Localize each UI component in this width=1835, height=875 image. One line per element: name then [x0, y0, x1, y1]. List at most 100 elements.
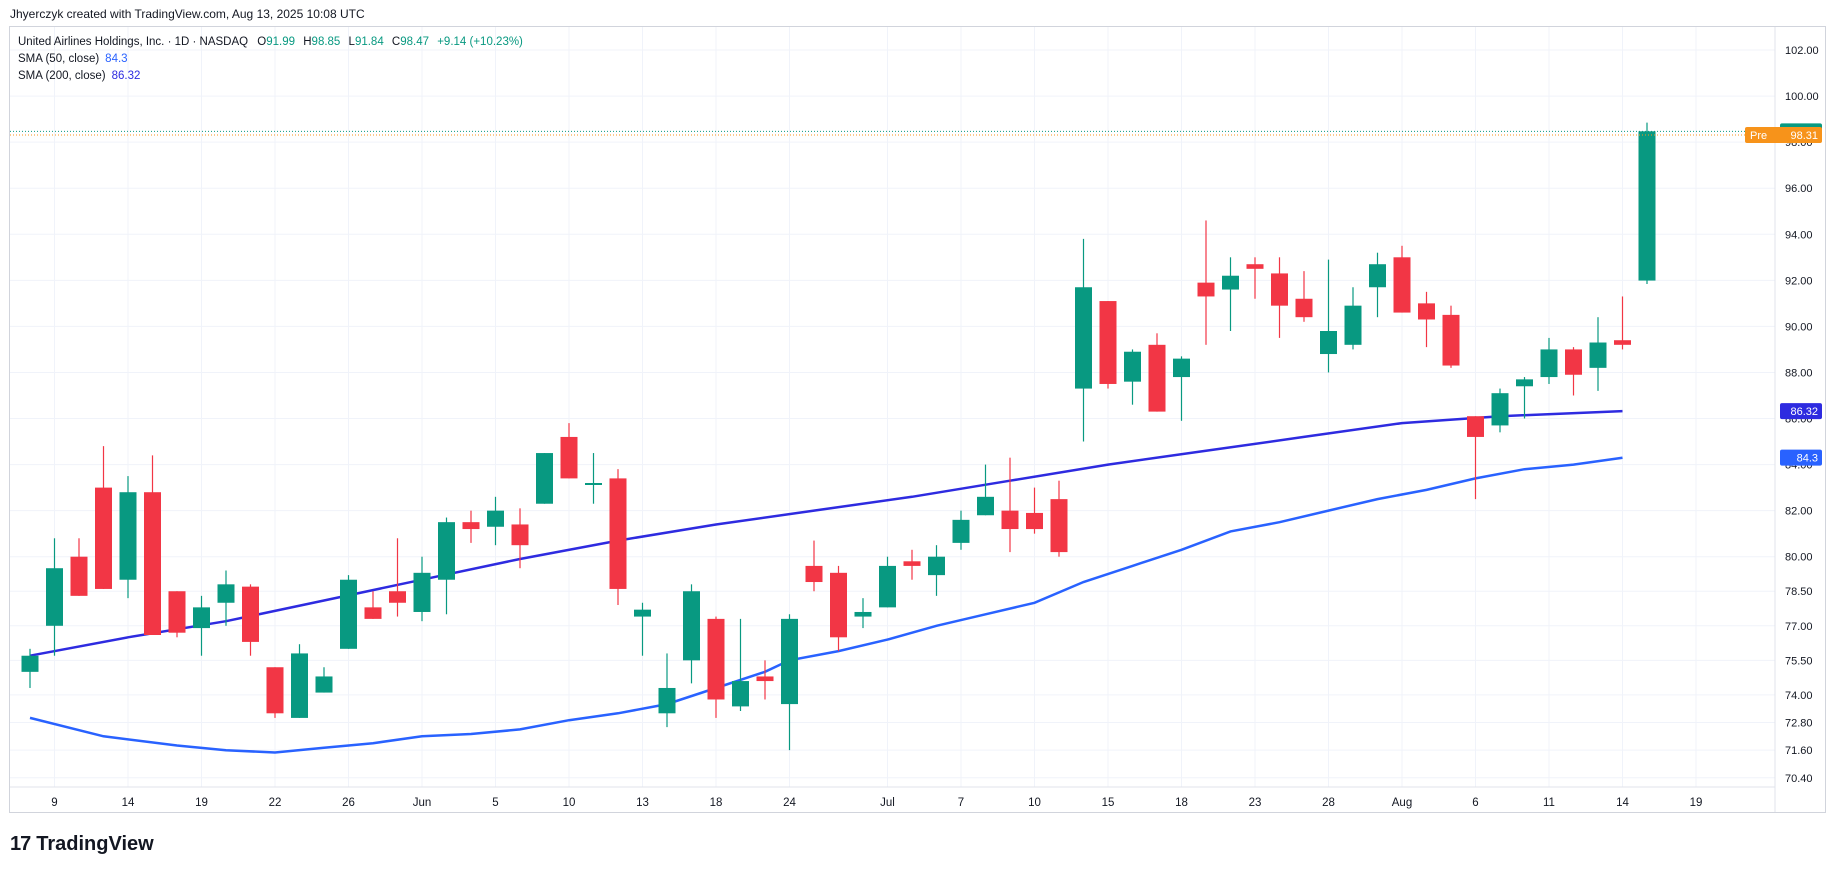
sma50-tag: 84.3	[1797, 453, 1818, 465]
x-tick-label: 5	[492, 797, 498, 809]
candle-body	[1393, 257, 1411, 313]
sma50-label: SMA (50, close)	[18, 53, 100, 65]
candle-body	[168, 591, 186, 633]
pre-market-label: Pre	[1750, 130, 1767, 142]
candle-body	[95, 487, 112, 589]
x-tick-label: 14	[1616, 797, 1629, 809]
y-tick-label: 92.00	[1785, 275, 1813, 287]
candle-body	[854, 611, 872, 617]
y-tick-label: 96.00	[1785, 183, 1813, 195]
candle-body	[683, 591, 700, 661]
candle-body	[266, 667, 284, 714]
candle-body	[1467, 416, 1484, 437]
candle-body	[1540, 349, 1558, 378]
y-tick-label: 102.00	[1785, 45, 1819, 57]
price-chart[interactable]: 102.00100.0098.0096.0094.0092.0090.0088.…	[0, 0, 1835, 830]
x-axis: 9 14 19 22 26 Jun 5 10 13 18 24 Jul 7 10 15 18 23 28 Aug 6 1…	[10, 786, 1775, 809]
candle-body	[1099, 301, 1117, 384]
pre-tag-bg	[1745, 127, 1822, 144]
high-label: H	[303, 36, 312, 48]
low-value: 91.84	[354, 36, 384, 48]
x-tick-label: 18	[1175, 797, 1188, 809]
open-label: O	[257, 36, 267, 48]
pre-market-value: 98.31	[1790, 130, 1818, 142]
candle-body	[658, 687, 676, 714]
x-tick-label: 23	[1249, 797, 1262, 809]
candle-body	[462, 522, 480, 530]
candle-body	[1271, 273, 1288, 306]
candle-body	[511, 524, 529, 546]
x-tick-label: 22	[269, 797, 282, 809]
candle-body	[315, 676, 333, 693]
candle-body	[389, 591, 406, 603]
x-tick-label: 19	[1690, 797, 1703, 809]
low-label: L	[348, 36, 355, 48]
last-price-lines	[10, 130, 1775, 136]
legend-sma50-row[interactable]: SMA (50, close) 84.3	[18, 51, 523, 68]
legend-sma200-row[interactable]: SMA (200, close) 86.32	[18, 68, 523, 85]
y-tick-label: 82.00	[1785, 506, 1813, 518]
y-tick-label: 90.00	[1785, 321, 1813, 333]
sma200-tag: 86.32	[1790, 406, 1818, 418]
y-axis: 102.00100.0098.0096.0094.0092.0090.0088.…	[1774, 27, 1819, 812]
candle-body	[70, 556, 88, 596]
x-tick-label: Jun	[413, 797, 432, 809]
candle-body	[805, 565, 823, 583]
y-tick-label: 72.80	[1785, 718, 1813, 730]
candle-body	[340, 579, 357, 649]
candle-body	[879, 565, 896, 608]
high-value: 98.85	[311, 36, 341, 48]
chart-frame	[9, 26, 1826, 813]
y-tick-label: 74.00	[1785, 690, 1813, 702]
candle-body	[585, 483, 602, 485]
candle-body	[1222, 275, 1239, 290]
chart-credit: Jhyerczyk created with TradingView.com, …	[10, 7, 365, 21]
close-label: C	[391, 36, 401, 48]
x-tick-label: 7	[958, 797, 964, 809]
x-tick-label: 28	[1322, 797, 1335, 809]
candle-body	[413, 572, 431, 612]
candle-body	[1344, 305, 1362, 345]
candle-body	[1491, 393, 1509, 426]
candle-body	[903, 561, 921, 566]
sma50-value: 84.3	[105, 53, 128, 65]
x-tick-label: 10	[1028, 797, 1041, 809]
x-tick-label: 26	[342, 797, 355, 809]
candle-body	[609, 478, 627, 589]
x-tick-label: Aug	[1392, 797, 1412, 809]
tradingview-logo[interactable]: 17 TradingView	[10, 833, 154, 856]
candle-body	[21, 655, 39, 672]
candle-body	[1026, 512, 1043, 530]
candle-body	[1001, 510, 1019, 530]
y-tick-label: 75.50	[1785, 655, 1813, 667]
candle-body	[830, 572, 847, 638]
candle-body	[952, 519, 970, 543]
y-tick-label: 80.00	[1785, 552, 1813, 564]
y-tick-label: 71.60	[1785, 745, 1813, 757]
candle-body	[1148, 344, 1166, 412]
tradingview-logo-text: TradingView	[36, 833, 154, 855]
y-tick-label: 77.00	[1785, 621, 1813, 633]
x-tick-label: 19	[195, 797, 208, 809]
candle-body	[487, 510, 504, 527]
candle-body	[144, 492, 161, 635]
candle-body	[1638, 131, 1656, 281]
candle-body	[291, 653, 308, 718]
sma50-tag-bg	[1780, 449, 1822, 466]
x-tick-label: 18	[710, 797, 723, 809]
open-value: 91.99	[266, 36, 296, 48]
x-tick-label: 14	[122, 797, 135, 809]
sma200-line	[29, 409, 1623, 657]
y-tick-label: 78.50	[1785, 586, 1813, 598]
candle-body	[1418, 303, 1435, 320]
candle-body	[732, 681, 749, 707]
y-tick-label: 70.40	[1785, 773, 1813, 785]
x-tick-label: 13	[636, 797, 649, 809]
x-tick-label: Jul	[880, 797, 895, 809]
y-tick-label: 88.00	[1785, 367, 1813, 379]
candle-body	[1565, 349, 1582, 375]
symbol-title: United Airlines Holdings, Inc. · 1D · NA…	[18, 36, 249, 48]
candle-body	[1369, 264, 1386, 288]
candle-body	[1173, 358, 1190, 378]
sma200-label: SMA (200, close)	[18, 70, 106, 82]
